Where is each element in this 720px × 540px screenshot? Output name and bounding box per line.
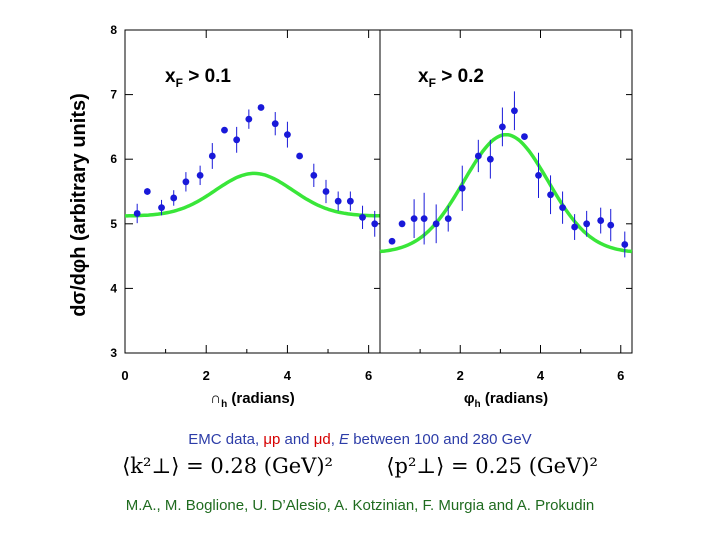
data-point [284, 131, 291, 139]
data-point [371, 220, 379, 228]
left-panel: 0 2 4 6 8 7 6 5 4 3 xF > 0.1 ∩h (radians) [110, 23, 381, 410]
caption-mu-d: μd [313, 431, 331, 448]
data-point [221, 126, 228, 134]
x-tick-label: 0 [121, 368, 128, 383]
y-tick-label: 7 [110, 88, 117, 102]
fit-curve [125, 171, 380, 218]
data-point [511, 107, 518, 115]
data-point [583, 220, 591, 228]
x-tick-label: 2 [457, 368, 464, 383]
x-tick-label: 6 [617, 368, 624, 383]
data-point [444, 215, 452, 223]
data-point [271, 120, 279, 128]
data-point [182, 178, 190, 186]
formula-k: ⟨k²⊥⟩ = 0.28 (GeV)² [122, 454, 333, 478]
data-point [334, 197, 342, 205]
data-point [310, 171, 318, 179]
data-point [359, 213, 366, 221]
caption-part3: between 100 and 280 GeV [349, 431, 532, 448]
y-tick-label: 6 [110, 152, 117, 166]
y-axis-label: dσ/dφh (arbitrary units) [68, 93, 90, 317]
caption-part1: EMC data, [188, 431, 264, 448]
data-point [257, 104, 265, 111]
data-point [133, 210, 141, 217]
data-point [498, 123, 506, 131]
data-point [196, 171, 204, 179]
data-point [432, 220, 440, 228]
caption-mu-p: μp [263, 431, 281, 448]
data-point [322, 188, 330, 195]
data-point [521, 133, 528, 140]
data-point [559, 204, 566, 212]
data-point [233, 136, 241, 144]
data-point [208, 152, 216, 160]
chart: 0 2 4 6 8 7 6 5 4 3 xF > 0.1 ∩h (radians) 2 4 6 xF > 0… [68, 23, 633, 410]
data-point [420, 215, 428, 223]
data-point [296, 152, 304, 160]
data-point [474, 152, 482, 160]
x-tick-label: 4 [284, 368, 292, 383]
data-point [398, 220, 406, 228]
formula: ⟨k²⊥⟩ = 0.28 (GeV)² ⟨p²⊥⟩ = 0.25 (GeV)² [0, 454, 720, 478]
caption-energy-symbol: E [339, 431, 350, 448]
caption: EMC data, μp and μd, E between 100 and 2… [0, 431, 720, 448]
fit-curve [379, 132, 633, 254]
caption-part2: , [330, 431, 340, 448]
panel-label: xF > 0.1 [165, 66, 231, 90]
data-point [607, 221, 615, 229]
x-tick-label: 4 [537, 368, 545, 383]
data-point [245, 115, 253, 123]
data-point [388, 237, 396, 245]
data-point [143, 188, 151, 195]
panel-label: xF > 0.2 [418, 66, 484, 90]
data-point [621, 241, 629, 248]
data-point [346, 197, 354, 205]
y-tick-label: 5 [110, 217, 117, 231]
right-panel: 2 4 6 xF > 0.2 φh (radians) [379, 29, 633, 410]
caption-and: and [280, 431, 314, 448]
y-tick-label: 4 [110, 281, 117, 295]
y-tick-label: 8 [110, 23, 117, 37]
credits: M.A., M. Boglione, U. D’Alesio, A. Kotzi… [125, 497, 595, 514]
y-tick-label: 3 [110, 346, 117, 360]
panel-frame [124, 29, 381, 354]
x-tick-label: 2 [203, 368, 210, 383]
data-point [158, 204, 165, 212]
data-point [571, 223, 579, 231]
data-point [547, 191, 554, 199]
data-point [170, 194, 178, 202]
x-axis-label: φh (radians) [464, 390, 548, 410]
panel-frame [379, 29, 633, 354]
data-point [410, 215, 418, 223]
x-tick-label: 6 [365, 368, 372, 383]
data-point [597, 217, 605, 224]
formula-p: ⟨p²⊥⟩ = 0.25 (GeV)² [386, 454, 598, 478]
data-point [535, 171, 542, 179]
data-point [486, 155, 494, 163]
data-point [458, 184, 466, 192]
x-axis-label: ∩h (radians) [210, 390, 294, 410]
